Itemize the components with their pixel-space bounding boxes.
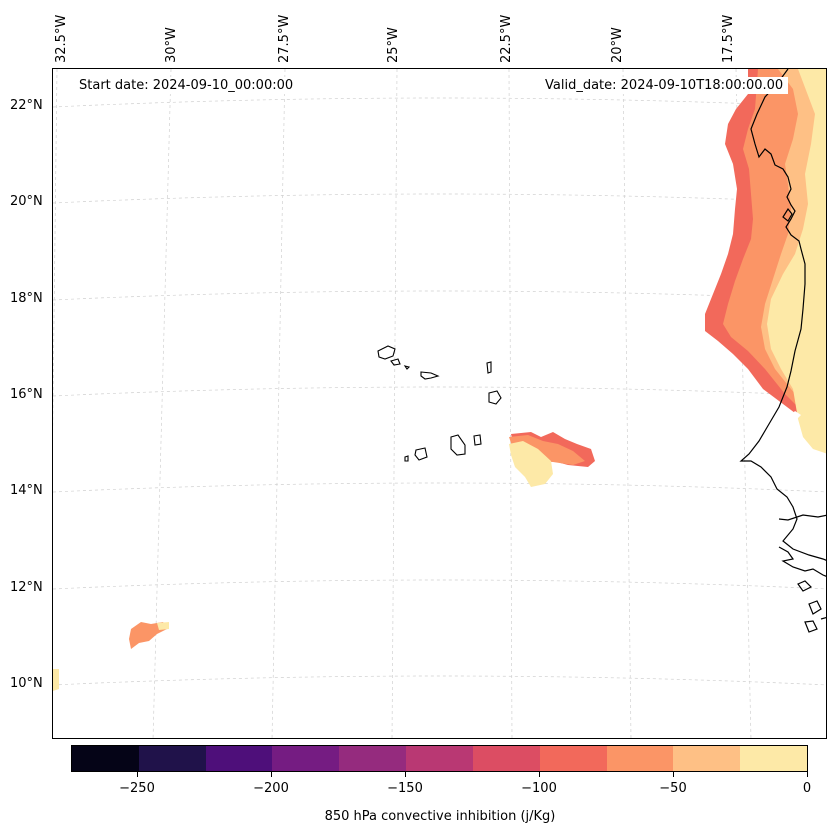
lat-label-18n: 18°N [10, 291, 43, 306]
meridian-30w [152, 69, 172, 738]
lon-label-22-5w: 22.5°W [499, 14, 514, 63]
parallel-12n [53, 579, 826, 590]
colorbar-swatch-8 [606, 746, 674, 771]
meridian-20w [622, 69, 632, 738]
meridian-27-5w [271, 69, 286, 738]
colorbar-swatch-1 [138, 746, 206, 771]
cin-patch-left-edge [53, 669, 59, 691]
colorbar [71, 745, 808, 772]
meridian-32-5w [53, 69, 58, 434]
island-boa-vista [488, 390, 502, 405]
meridian-25w [391, 69, 398, 738]
coast-cap-blanc [782, 207, 793, 222]
lon-label-25w: 25°W [386, 27, 401, 63]
island-sal [486, 361, 492, 374]
coast-guinea-bissau [778, 546, 826, 577]
colorbar-swatch-5 [406, 746, 473, 771]
colorbar-swatch-4 [339, 746, 407, 771]
lon-label-27-5w: 27.5°W [277, 14, 292, 63]
cin-patch-southwest-fringe [157, 622, 169, 630]
start-date-label: Start date: 2024-09-10_00:00:00 [74, 77, 299, 94]
meridian-17-5w [735, 69, 752, 738]
coast-western-sahara-mauritania [739, 69, 826, 561]
island-brava [404, 455, 409, 462]
colorbar-label-minus250: −250 [119, 781, 155, 796]
colorbar-swatch-7 [539, 746, 607, 771]
lat-label-10n: 10°N [10, 676, 43, 691]
gridlines [53, 69, 826, 738]
island-santiago [450, 434, 466, 456]
colorbar-label-minus150: −150 [387, 781, 423, 796]
lat-label-16n: 16°N [10, 387, 43, 402]
colorbar-title: 850 hPa convective inhibition (j/Kg) [324, 809, 556, 824]
colorbar-swatch-10 [740, 746, 807, 771]
lat-label-12n: 12°N [10, 580, 43, 595]
parallel-10n [53, 675, 826, 686]
colorbar-tick-minus50 [673, 772, 674, 777]
colorbar-tick-minus250 [137, 772, 138, 777]
cin-field-cape-verde-patch [509, 432, 595, 487]
colorbar-swatch-6 [472, 746, 540, 771]
meridian-22-5w [508, 69, 513, 738]
lat-label-22n: 22°N [10, 98, 43, 113]
colorbar-label-0: 0 [802, 781, 812, 796]
lon-label-32-5w: 32.5°W [54, 14, 69, 63]
coast-guinea-islands [797, 580, 826, 633]
colorbar-label-minus200: −200 [253, 781, 289, 796]
island-sao-vicente [390, 358, 401, 366]
island-santa-luzia [403, 365, 411, 370]
parallel-18n [53, 290, 826, 301]
colorbar-tick-minus200 [271, 772, 272, 777]
cin-gap [791, 411, 801, 419]
cin-field-coast [705, 69, 826, 454]
island-fogo [414, 447, 428, 461]
colorbar-swatch-2 [205, 746, 273, 771]
cin-contour-cv-minus25 [509, 441, 553, 487]
colorbar-label-minus100: −100 [521, 781, 557, 796]
parallel-22n [53, 97, 826, 108]
lat-label-14n: 14°N [10, 483, 43, 498]
colorbar-swatch-0 [72, 746, 139, 771]
island-maio [473, 434, 482, 446]
colorbar-tick-0 [807, 772, 808, 777]
colorbar-tick-minus100 [539, 772, 540, 777]
parallel-16n [53, 386, 826, 397]
lon-label-17-5w: 17.5°W [721, 14, 736, 63]
colorbar-label-minus50: −50 [659, 781, 687, 796]
island-santo-antao [377, 345, 396, 360]
map-canvas [53, 69, 826, 738]
parallel-14n [53, 482, 826, 493]
colorbar-swatch-9 [673, 746, 741, 771]
lon-label-20w: 20°W [610, 27, 625, 63]
africa-coastline [739, 69, 826, 633]
island-sao-nicolau [420, 371, 440, 380]
lat-label-20n: 20°N [10, 194, 43, 209]
colorbar-swatch-3 [272, 746, 340, 771]
valid-date-label: Valid_date: 2024-09-10T18:00:00.00 [540, 77, 789, 94]
cape-verde-islands [377, 345, 502, 462]
coast-gambia [778, 514, 826, 521]
cin-contour-coast-minus25 [767, 69, 826, 454]
map-panel[interactable]: Start date: 2024-09-10_00:00:00 Valid_da… [52, 68, 827, 739]
lon-label-30w: 30°W [164, 27, 179, 63]
colorbar-tick-minus150 [405, 772, 406, 777]
parallel-20n [53, 193, 826, 204]
